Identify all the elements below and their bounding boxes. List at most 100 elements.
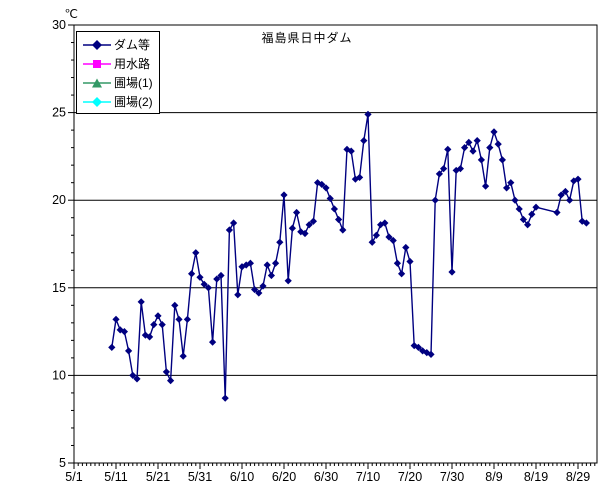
x-tick-label: 5/31 — [188, 470, 212, 484]
legend-item: 圃場(1) — [83, 73, 159, 92]
data-point-marker — [486, 144, 494, 152]
data-point-marker — [263, 261, 271, 269]
data-point-marker — [116, 326, 124, 334]
y-tick-label: 30 — [52, 18, 66, 32]
data-point-marker — [259, 282, 267, 290]
data-point-marker — [431, 196, 439, 204]
legend-item: ダム等 — [83, 35, 159, 54]
data-point-marker — [393, 259, 401, 267]
data-point-marker — [150, 320, 158, 329]
data-point-marker — [402, 243, 410, 252]
data-point-marker — [314, 179, 322, 187]
chart-title: 福島県日中ダム — [261, 31, 353, 45]
data-point-marker — [461, 144, 469, 152]
data-point-marker — [356, 173, 364, 182]
data-point-marker — [230, 219, 238, 227]
legend-label: 圃場(2) — [114, 94, 153, 109]
x-tick-label: 5/11 — [104, 470, 127, 484]
data-point-marker — [162, 368, 170, 376]
data-point-marker — [158, 320, 166, 329]
data-point-marker — [368, 238, 376, 246]
data-point-marker — [137, 298, 145, 306]
data-point-marker — [553, 208, 561, 217]
data-point-marker — [444, 145, 452, 153]
data-point-marker — [490, 128, 498, 136]
data-point-marker — [469, 147, 477, 155]
data-point-marker — [515, 205, 523, 213]
data-point-marker — [225, 226, 233, 234]
data-point-marker — [582, 219, 590, 227]
data-point-marker — [419, 347, 427, 355]
data-point-marker — [171, 301, 179, 309]
data-point-marker — [129, 371, 137, 379]
y-tick-label: 10 — [52, 368, 66, 382]
data-point-marker — [146, 333, 154, 341]
data-point-marker — [326, 194, 334, 203]
data-point-marker — [507, 179, 515, 187]
data-point-marker — [410, 342, 418, 350]
legend-label: ダム等 — [114, 37, 151, 52]
legend-marker-diamond-icon — [83, 39, 111, 50]
data-point-marker — [385, 233, 393, 241]
data-point-marker — [301, 229, 309, 238]
data-point-marker — [217, 271, 225, 280]
data-point-marker — [200, 280, 208, 288]
data-point-marker — [125, 347, 133, 355]
data-point-marker — [414, 343, 422, 351]
data-point-marker — [427, 350, 435, 358]
x-tick-label: 5/1 — [65, 470, 82, 484]
y-tick-label: 5 — [59, 456, 66, 470]
legend-marker-diamond-icon — [83, 96, 111, 107]
x-tick-label: 8/19 — [524, 470, 548, 484]
data-point-marker — [246, 259, 254, 267]
data-point-marker — [561, 187, 569, 196]
data-point-marker — [305, 221, 313, 229]
data-point-marker — [465, 138, 473, 146]
data-point-marker — [167, 377, 175, 385]
y-axis-unit-label: ℃ — [65, 7, 78, 21]
data-point-marker — [347, 147, 355, 155]
legend: ダム等 用水路 圃場(1) 圃場(2) — [76, 31, 160, 114]
data-point-marker — [482, 182, 490, 190]
data-point-marker — [398, 270, 406, 278]
data-point-marker — [255, 289, 263, 297]
data-point-marker — [267, 271, 275, 280]
data-point-marker — [276, 238, 284, 246]
data-point-marker — [288, 224, 296, 232]
data-point-marker — [566, 196, 574, 204]
data-point-marker — [221, 394, 229, 402]
data-point-marker — [108, 343, 116, 351]
data-point-marker — [524, 221, 532, 229]
data-point-marker — [335, 215, 343, 224]
x-tick-label: 6/30 — [314, 470, 338, 484]
data-point-marker — [372, 231, 380, 239]
data-point-marker — [473, 137, 481, 145]
data-point-marker — [154, 312, 162, 320]
data-point-marker — [519, 215, 527, 224]
data-point-marker — [209, 338, 217, 346]
data-point-marker — [175, 315, 183, 323]
legend-label: 圃場(1) — [114, 75, 153, 90]
x-tick-label: 7/10 — [356, 470, 380, 484]
data-point-marker — [234, 291, 242, 299]
data-point-marker — [318, 180, 326, 189]
data-point-marker — [557, 191, 565, 199]
x-tick-label: 7/30 — [440, 470, 464, 484]
data-point-marker — [494, 140, 502, 148]
data-point-marker — [448, 268, 456, 276]
plot-border — [73, 24, 598, 464]
legend-marker-square-icon — [83, 59, 111, 68]
x-tick-label: 8/9 — [485, 470, 502, 484]
data-point-marker — [297, 228, 305, 236]
data-point-marker — [406, 257, 414, 266]
data-point-marker — [570, 177, 578, 185]
data-point-marker — [330, 205, 338, 213]
x-tick-label: 6/10 — [230, 470, 254, 484]
y-tick-label: 25 — [52, 106, 66, 120]
data-point-marker — [528, 210, 536, 218]
data-point-marker — [196, 273, 204, 281]
data-point-marker — [351, 175, 359, 183]
data-point-marker — [251, 285, 259, 294]
data-point-marker — [360, 137, 368, 145]
